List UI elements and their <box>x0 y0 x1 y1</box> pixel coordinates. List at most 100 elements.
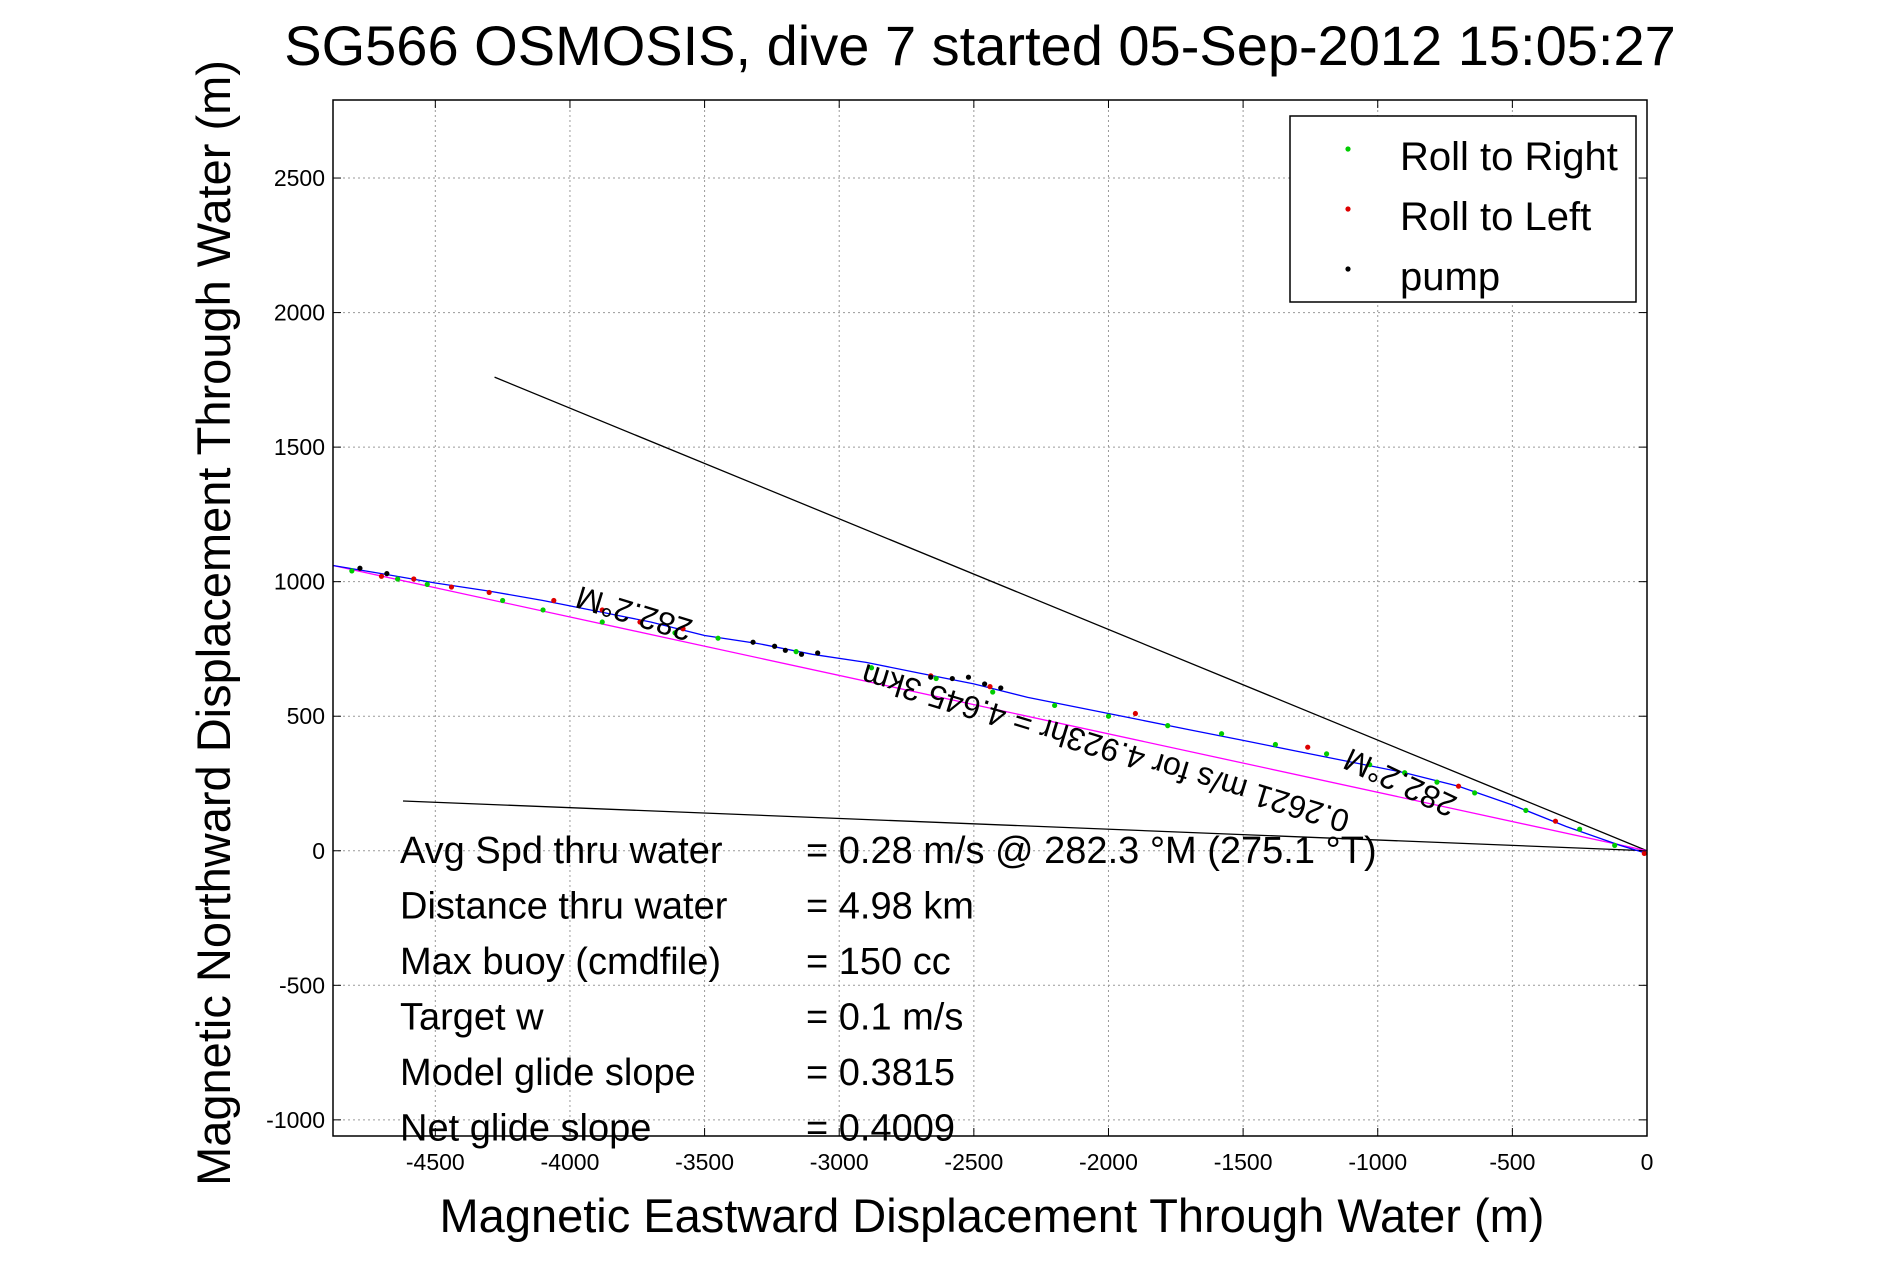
roll-to-left-point <box>411 576 417 582</box>
reference-line <box>494 376 1648 852</box>
legend-marker <box>1345 146 1351 152</box>
axis-ticks: -4500 -4000 -3500 -3000 -2500 -2000 -1500 -1000… <box>266 100 1653 1175</box>
x-tick-label: -4000 <box>541 1149 600 1175</box>
x-tick-label: -1000 <box>1348 1149 1407 1175</box>
roll-to-left-point <box>378 573 385 579</box>
roll-to-left-point <box>448 584 455 590</box>
roll-to-right-point <box>1472 790 1478 796</box>
roll-to-right-point <box>424 581 430 587</box>
roll-to-left-point <box>1305 744 1311 750</box>
x-tick-label: -1500 <box>1214 1149 1273 1175</box>
roll-to-right-point <box>933 675 939 682</box>
heading-annotations: 282.2°M 0.2621 m/s for 4.923hr = 4.645 3k… <box>572 579 1462 840</box>
stat-value: = 150 cc <box>806 941 951 983</box>
roll-to-left-point <box>680 626 686 632</box>
roll-to-right-point <box>868 665 875 671</box>
stat-value: = 0.28 m/s @ 282.3 °M (275.1 °T) <box>806 830 1377 872</box>
roll-to-right-point <box>1434 779 1440 785</box>
x-tick-label: -4500 <box>406 1149 465 1175</box>
roll-to-right-point <box>395 576 401 582</box>
y-tick-label: 1000 <box>274 569 325 595</box>
pump-point <box>750 639 756 645</box>
pump-point <box>998 685 1004 691</box>
roll-to-right-point <box>599 619 605 625</box>
pump-point <box>815 650 821 656</box>
roll-to-right-point <box>793 649 799 655</box>
stat-value: = 0.4009 <box>806 1108 955 1150</box>
stat-label: Distance thru water <box>400 886 728 928</box>
roll-to-left-point <box>1455 783 1462 789</box>
x-tick-label: -3000 <box>810 1149 869 1175</box>
pump-point <box>357 565 363 571</box>
roll-to-left-point <box>637 619 643 625</box>
stat-value: = 0.3815 <box>806 1052 955 1094</box>
y-tick-label: -500 <box>279 972 325 998</box>
legend-entry: Roll to Left <box>1400 195 1591 239</box>
roll-to-left-point <box>1132 710 1139 717</box>
heading-annotation: 282.2°M <box>572 579 697 648</box>
stat-label: Avg Spd thru water <box>400 830 723 872</box>
pump-point <box>384 571 390 577</box>
roll-to-left-point <box>599 607 605 613</box>
stat-value: = 4.98 km <box>806 886 974 928</box>
x-axis-label: Magnetic Eastward Displacement Through W… <box>440 1189 1545 1242</box>
plot-area-frame <box>332 99 1648 1137</box>
roll-to-left-point <box>1641 850 1647 857</box>
roll-to-right-point <box>1323 751 1330 757</box>
stat-label: Model glide slope <box>400 1052 696 1094</box>
x-tick-label: -2000 <box>1079 1149 1138 1175</box>
y-tick-label: 2500 <box>274 165 325 191</box>
pump-point <box>982 681 988 687</box>
roll-to-left-point <box>1552 818 1559 824</box>
chart-title: SG566 OSMOSIS, dive 7 started 05-Sep-201… <box>284 14 1676 77</box>
roll-to-right-point <box>1272 741 1279 748</box>
data-markers <box>349 565 1647 857</box>
roll-to-right-point <box>1218 731 1225 737</box>
legend-entry: Roll to Right <box>1400 135 1618 179</box>
y-tick-label: 500 <box>287 703 325 729</box>
y-tick-label: 2000 <box>274 300 325 326</box>
stat-label: Max buoy (cmdfile) <box>400 941 721 983</box>
x-tick-label: -2500 <box>944 1149 1003 1175</box>
roll-to-left-point <box>486 589 492 596</box>
stats-block: Avg Spd thru water = 0.28 m/s @ 282.3 °M … <box>400 830 1377 1150</box>
roll-to-right-point <box>1367 762 1373 768</box>
pump-point <box>949 675 955 682</box>
reference-lines <box>332 376 1648 852</box>
roll-to-right-point <box>1402 770 1408 776</box>
reference-line <box>332 564 1648 852</box>
x-tick-label: 0 <box>1641 1149 1654 1175</box>
pump-point <box>771 643 778 649</box>
x-tick-label: -3500 <box>675 1149 734 1175</box>
roll-to-right-point <box>990 689 996 695</box>
stat-value: = 0.1 m/s <box>806 997 963 1039</box>
stat-label: Net glide slope <box>400 1108 651 1150</box>
legend-entry: pump <box>1400 255 1500 299</box>
y-axis-label: Magnetic Northward Displacement Through … <box>187 60 240 1186</box>
pump-point <box>798 651 805 657</box>
roll-to-right-point <box>1052 702 1058 709</box>
roll-to-right-point <box>672 630 678 636</box>
y-tick-label: -1000 <box>266 1107 325 1133</box>
legend-marker <box>1345 266 1351 272</box>
roll-to-right-point <box>349 568 355 574</box>
pump-point <box>928 674 934 680</box>
roll-to-right-point <box>1577 826 1583 832</box>
reference-line <box>402 800 1648 852</box>
roll-to-left-point <box>987 684 993 690</box>
pump-point <box>965 674 972 680</box>
y-tick-label: 1500 <box>274 434 325 460</box>
y-tick-label: 0 <box>312 838 325 864</box>
roll-to-right-point <box>1612 842 1618 848</box>
x-tick-label: -500 <box>1489 1149 1535 1175</box>
roll-to-right-point <box>500 597 506 604</box>
roll-to-right-point <box>1523 807 1529 814</box>
pump-point <box>782 647 788 653</box>
legend-marker <box>1345 206 1351 212</box>
roll-to-right-point <box>540 607 546 613</box>
stat-label: Target w <box>400 997 544 1039</box>
roll-to-right-point <box>1105 713 1112 719</box>
roll-to-left-point <box>551 597 557 604</box>
roll-to-right-point <box>715 635 721 641</box>
